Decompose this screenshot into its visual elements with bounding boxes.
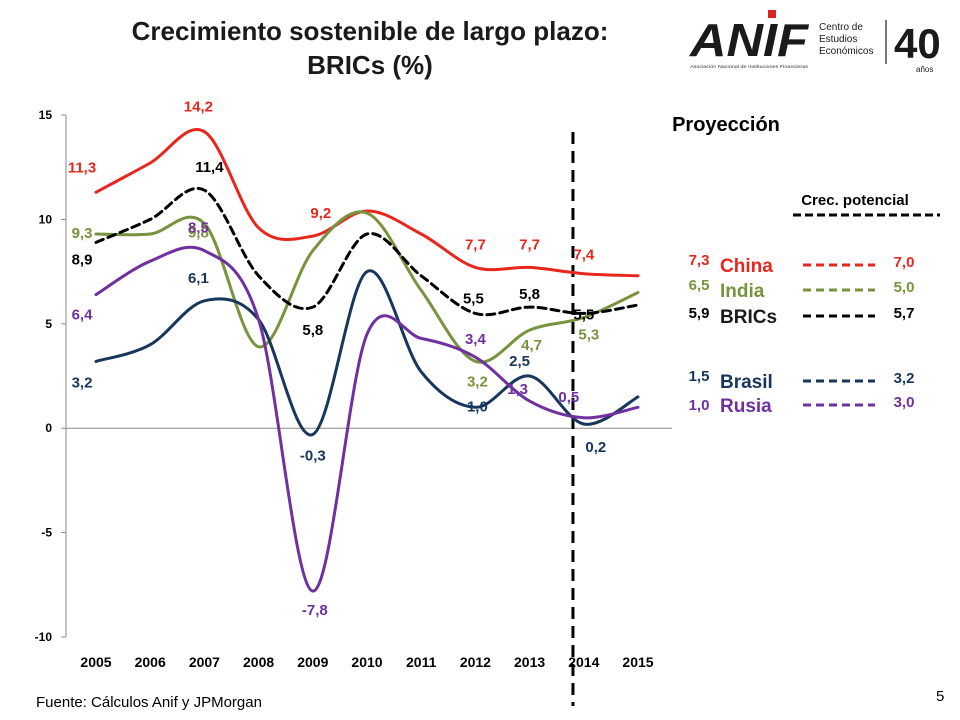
y-tick-label: -5 xyxy=(41,526,52,540)
data-label: 9,3 xyxy=(72,225,93,242)
data-label: -0,3 xyxy=(300,447,326,464)
x-tick-label: 2015 xyxy=(622,654,653,670)
centro-line-3: Económicos xyxy=(819,46,873,57)
data-label: 2,5 xyxy=(509,353,530,370)
page-number: 5 xyxy=(936,688,945,705)
last-value-label: 5,9 xyxy=(689,305,710,322)
legend-entry-india: India xyxy=(720,281,765,302)
last-value-label: 6,5 xyxy=(689,277,710,294)
series-line-china xyxy=(94,128,640,278)
y-tick-label: 0 xyxy=(45,421,52,435)
x-tick-label: 2008 xyxy=(243,654,274,670)
data-label: 8,5 xyxy=(188,220,209,237)
legend-entry-china: China xyxy=(720,256,773,277)
data-label: 0,2 xyxy=(585,439,606,456)
data-label: 9,2 xyxy=(310,205,331,222)
potential-value-label: 3,2 xyxy=(894,370,915,387)
anif-logo-mark: ANIF xyxy=(689,14,810,66)
series-line-brics xyxy=(94,186,640,317)
x-tick-label: 2009 xyxy=(297,654,328,670)
x-tick-label: 2010 xyxy=(351,654,382,670)
anniversary-mark: 40 xyxy=(894,20,941,67)
chart-title-line-1: Crecimiento sostenible de largo plazo: xyxy=(131,16,609,46)
last-value-label: 1,5 xyxy=(689,368,710,385)
data-label: 7,7 xyxy=(519,236,540,253)
x-tick-label: 2014 xyxy=(568,654,599,670)
potential-value-label: 3,0 xyxy=(894,394,915,411)
x-tick-label: 2007 xyxy=(189,654,220,670)
data-label: 5,8 xyxy=(519,286,540,303)
potential-value-label: 5,0 xyxy=(894,279,915,296)
footer-source: Fuente: Cálculos Anif y JPMorgan xyxy=(36,694,262,711)
data-label: 0,5 xyxy=(558,389,579,406)
data-label: 5,5 xyxy=(573,306,594,323)
data-label: 3,2 xyxy=(467,373,488,390)
anif-logo-tagline: Asociación Nacional de Instituciones Fin… xyxy=(690,64,809,69)
data-label: 5,5 xyxy=(463,290,484,307)
legend-entry-rusia: Rusia xyxy=(720,396,772,417)
data-label: 6,4 xyxy=(72,307,94,324)
potential-value-label: 7,0 xyxy=(894,254,915,271)
last-value-label: 7,3 xyxy=(689,252,710,269)
data-label: 7,4 xyxy=(573,247,595,264)
data-label: 8,9 xyxy=(72,251,93,268)
anniversary-sub: años xyxy=(916,65,933,74)
last-value-label: 1,0 xyxy=(689,397,710,414)
data-label: 6,1 xyxy=(188,270,209,287)
y-tick-label: -10 xyxy=(35,630,53,644)
legend-entry-brasil: Brasil xyxy=(720,372,773,393)
potential-header: Crec. potencial xyxy=(801,192,909,209)
data-label: 11,3 xyxy=(68,159,96,176)
series-line-india xyxy=(94,210,640,364)
data-label: 3,2 xyxy=(72,374,93,391)
anif-logo: ANIF Asociación Nacional de Institucione… xyxy=(689,10,941,74)
y-tick-label: 5 xyxy=(45,317,52,331)
data-label: 5,3 xyxy=(578,327,599,344)
chart-title-line-2: BRICs (%) xyxy=(307,50,433,80)
centro-line-2: Estudios xyxy=(819,34,857,45)
legend-entry-brics: BRICs xyxy=(720,307,777,328)
data-label: 11,4 xyxy=(195,159,224,176)
data-label: 14,2 xyxy=(184,99,213,116)
data-label: 9,8 xyxy=(188,225,209,242)
chart-title: Crecimiento sostenible de largo plazo: B… xyxy=(60,14,680,82)
x-tick-label: 2013 xyxy=(514,654,545,670)
centro-line-1: Centro de xyxy=(819,22,863,33)
data-label: 1,0 xyxy=(467,398,488,415)
data-label: 5,8 xyxy=(302,322,323,339)
x-tick-label: 2005 xyxy=(80,654,111,670)
data-label: 1,3 xyxy=(507,381,528,398)
x-tick-label: 2006 xyxy=(135,654,166,670)
series-line-rusia xyxy=(94,245,640,593)
projection-label: Proyección xyxy=(672,114,780,136)
x-tick-label: 2012 xyxy=(460,654,491,670)
data-label: 4,7 xyxy=(521,337,542,354)
data-label: 7,7 xyxy=(465,236,486,253)
data-label: -7,8 xyxy=(302,602,328,619)
y-tick-label: 10 xyxy=(39,212,53,226)
series-line-brasil xyxy=(94,269,640,437)
potential-value-label: 5,7 xyxy=(894,305,915,322)
x-tick-label: 2011 xyxy=(406,654,437,670)
data-label: 3,4 xyxy=(465,331,487,348)
y-tick-label: 15 xyxy=(39,108,53,122)
